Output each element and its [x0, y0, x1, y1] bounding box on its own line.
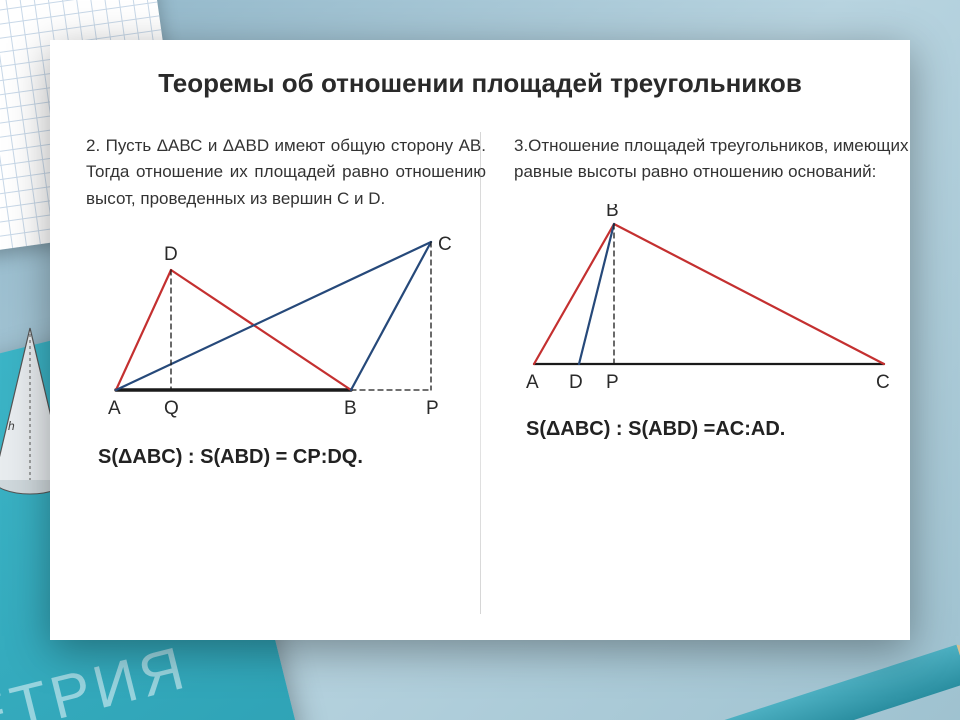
svg-text:h: h [8, 419, 15, 433]
svg-text:B: B [344, 398, 357, 419]
left-column: 2. Пусть ΔАВС и ΔАВD имеют общую сторону… [86, 133, 486, 469]
theorem-2-text: 2. Пусть ΔАВС и ΔАВD имеют общую сторону… [86, 133, 486, 212]
column-divider [480, 132, 481, 614]
svg-text:B: B [606, 204, 619, 221]
svg-text:A: A [108, 398, 121, 419]
book-title: ЕТРИЯ [0, 635, 194, 720]
diagram-right: A D P C B [514, 204, 914, 404]
svg-text:P: P [426, 398, 439, 419]
theorem-3-formula: S(ΔABC) : S(ABD) =AC:AD. [514, 418, 914, 441]
svg-text:D: D [569, 372, 583, 393]
slide-heading: Теоремы об отношении площадей треугольни… [86, 68, 874, 99]
right-column: 3.Отношение площадей треугольников, имею… [514, 133, 914, 469]
svg-text:A: A [526, 372, 539, 393]
diagram-left: A Q B P D C [86, 230, 486, 430]
svg-text:Q: Q [164, 398, 179, 419]
svg-text:P: P [606, 372, 619, 393]
theorem-2-formula: S(ΔABC) : S(ABD) = CP:DQ. [86, 446, 486, 469]
svg-text:D: D [164, 244, 178, 265]
pencil [671, 645, 960, 720]
theorem-3-text: 3.Отношение площадей треугольников, имею… [514, 133, 914, 186]
svg-text:C: C [876, 372, 890, 393]
slide-card: Теоремы об отношении площадей треугольни… [50, 40, 910, 640]
svg-text:C: C [438, 234, 452, 255]
